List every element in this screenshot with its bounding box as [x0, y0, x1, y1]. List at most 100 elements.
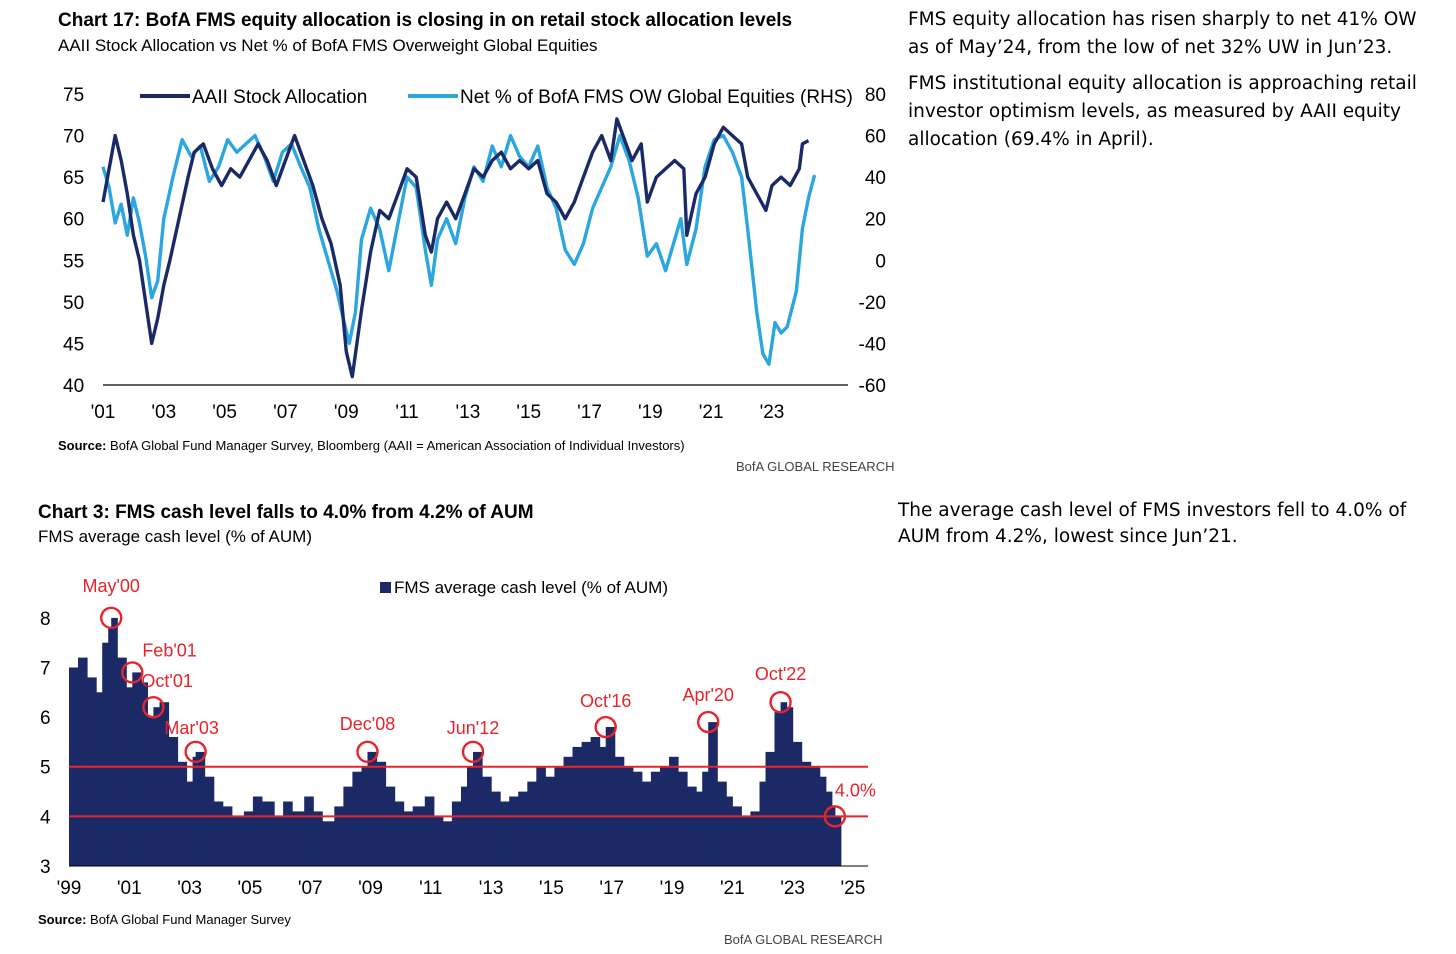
x-tick-label: '99 [57, 878, 82, 899]
cash-bar [102, 642, 109, 866]
x-tick-label: '07 [273, 402, 298, 423]
y-tick-label: 7 [40, 658, 51, 679]
y-tick-label: 8 [40, 609, 51, 630]
y-left-tick-label: 40 [63, 376, 84, 397]
y-tick-label: 3 [40, 857, 51, 878]
annotation-label: May'00 [82, 576, 139, 596]
annotation-circle [142, 695, 165, 719]
cash-bar [527, 781, 537, 866]
cash-bar [765, 751, 776, 866]
annotation-label: Jun'12 [447, 718, 499, 738]
x-tick-label: '19 [660, 878, 685, 899]
x-tick-label: '15 [516, 402, 541, 423]
chart-17-notes: FMS equity allocation has risen sharply … [908, 6, 1428, 162]
x-tick-label: '17 [599, 878, 624, 899]
cash-bar [153, 707, 160, 866]
cash-bar [87, 677, 97, 866]
cash-bar [403, 811, 414, 866]
cash-bar [500, 801, 510, 866]
cash-bar [780, 702, 788, 866]
series-fms-ow-line [101, 133, 817, 366]
annotation-label: 4.0% [835, 780, 876, 800]
annotation-label: Apr'20 [682, 685, 733, 705]
chart-3-title: Chart 3: FMS cash level falls to 4.0% fr… [38, 502, 534, 523]
cash-bar [482, 776, 492, 866]
y-left-tick-label: 75 [63, 85, 84, 106]
cash-bar [252, 796, 263, 866]
y-left-tick-label: 65 [63, 168, 84, 189]
y-tick-label: 5 [40, 758, 51, 779]
cash-bar [702, 771, 709, 866]
chart-17-plot: 40 45 50 55 60 65 70 75 -60 -40 -20 0 20 40 60 80 '01 '03… [63, 85, 886, 423]
x-tick-label: '01 [117, 878, 142, 899]
annotation-label: Feb'01 [142, 640, 196, 660]
y-right-tick-label: 20 [865, 210, 886, 231]
cash-bar [614, 756, 625, 866]
cash-bar [186, 781, 194, 866]
cash-bar [394, 801, 405, 866]
chart-17-note-2: FMS institutional equity allocation is a… [908, 73, 1417, 150]
y-left-tick-label: 60 [63, 210, 84, 231]
y-left-tick-label: 45 [63, 334, 84, 355]
x-tick-label: '03 [151, 402, 176, 423]
x-tick-label: '17 [577, 402, 602, 423]
x-tick-label: '23 [760, 402, 785, 423]
x-tick-label: '25 [841, 878, 866, 899]
chart-17-note-1: FMS equity allocation has risen sharply … [908, 9, 1417, 58]
legend-aaii-label: AAII Stock Allocation [192, 87, 367, 108]
chart-3-brand: BofA GLOBAL RESEARCH [724, 932, 883, 947]
annotation-circle [121, 661, 144, 684]
cash-bar [669, 756, 679, 866]
cash-bar [605, 727, 616, 866]
cash-bar [759, 781, 767, 866]
cash-bar [581, 741, 592, 866]
cash-bar [792, 741, 803, 866]
cash-bar [509, 796, 519, 866]
chart-17-subtitle: AAII Stock Allocation vs Net % of BofA F… [58, 36, 598, 55]
x-tick-label: '09 [358, 878, 383, 899]
cash-bar [632, 771, 643, 866]
x-tick-label: '15 [539, 878, 564, 899]
cash-bar [292, 811, 305, 866]
cash-bar [563, 756, 574, 866]
y-right-tick-label: 0 [875, 251, 886, 272]
cash-bar [424, 796, 435, 866]
chart-17-source: Source: BofA Global Fund Manager Survey,… [58, 438, 685, 453]
annotation-circle [184, 740, 207, 764]
cash-bar [717, 781, 727, 866]
x-tick-label: '11 [419, 878, 442, 899]
cash-bar [819, 776, 827, 866]
cash-bar [243, 811, 254, 866]
cash-bar [774, 712, 782, 866]
cash-bar [442, 821, 453, 866]
cash-bar [473, 751, 483, 866]
chart-3-plot: 3 4 5 6 7 8 '99 '01 '03 '05 '07 '09 '11 '13 '15 '17 '19 '… [40, 576, 876, 899]
cash-bar [132, 672, 142, 866]
cash-bar [213, 801, 224, 866]
cash-bar [641, 781, 652, 866]
x-tick-label: '11 [395, 402, 418, 423]
cash-bar [572, 746, 583, 866]
cash-bar [376, 761, 387, 866]
cash-bar [177, 761, 188, 866]
cash-bar [283, 801, 293, 866]
cash-bar [412, 806, 426, 866]
series-aaii-line [101, 117, 810, 379]
x-tick-label: '21 [720, 878, 745, 899]
annotation-circle [697, 710, 720, 734]
annotation-label: Oct'16 [580, 691, 631, 711]
chart-3-source: Source: BofA Global Fund Manager Survey [38, 912, 291, 927]
annotation-circle [769, 691, 792, 714]
cash-bar [322, 821, 335, 866]
cash-bar [687, 786, 697, 866]
annotation-circle [356, 740, 379, 764]
cash-bar [96, 692, 103, 866]
x-tick-label: '01 [91, 402, 116, 423]
cash-bar [741, 816, 751, 866]
cash-bar [304, 796, 314, 866]
y-left-tick-label: 55 [63, 251, 84, 272]
y-right-tick-label: -20 [859, 293, 886, 314]
y-right-tick-label: 60 [865, 127, 886, 148]
annotation-label: Mar'03 [164, 718, 218, 738]
cash-bar [195, 751, 206, 866]
